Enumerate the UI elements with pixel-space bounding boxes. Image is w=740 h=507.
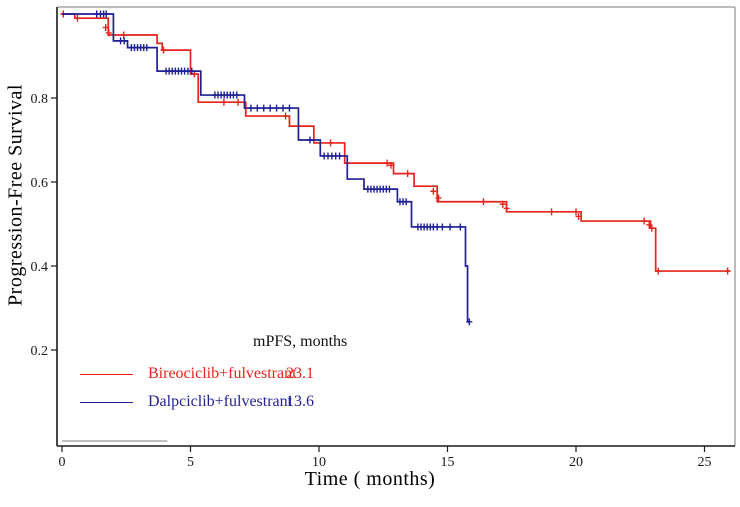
legend-item-bireociclib: Bireociclib+fulvestrant 23.1: [80, 365, 314, 383]
legend-swatch-blue-line: [80, 401, 133, 403]
legend-label-bireociclib: Bireociclib+fulvestrant: [148, 365, 297, 382]
survival-curve-dalpciclib: [62, 13, 470, 323]
y-tick-label: 0.6: [31, 176, 49, 191]
survival-curve-bireociclib: [62, 13, 731, 272]
legend-swatch-red-line: [80, 373, 133, 375]
censor-marks-dalpciclib: [93, 10, 473, 326]
censor-marks-bireociclib: [60, 10, 731, 275]
y-tick-label: 0.2: [31, 344, 49, 359]
y-axis-title: Progression-Free Survival: [4, 84, 27, 306]
legend-mpfs-value-dalpciclib: 13.6: [286, 393, 314, 410]
legend-mpfs-value-bireociclib: 23.1: [286, 365, 314, 382]
y-tick-label: 0.4: [31, 260, 49, 275]
x-tick-label: 20: [569, 455, 583, 470]
legend-label-dalpciclib: Dalpciclib+fulvestrant: [148, 393, 293, 410]
legend-item-dalpciclib: Dalpciclib+fulvestrant 13.6: [80, 393, 314, 411]
x-tick-label: 5: [187, 455, 194, 470]
x-tick-label: 25: [698, 455, 712, 470]
y-tick-label: 0.8: [31, 92, 49, 107]
x-tick-label: 10: [312, 455, 326, 470]
legend-mpfs-header: mPFS, months: [253, 333, 348, 350]
x-axis-title: Time ( months): [304, 468, 436, 490]
x-tick-label: 0: [59, 455, 66, 470]
x-tick-label: 15: [441, 455, 455, 470]
